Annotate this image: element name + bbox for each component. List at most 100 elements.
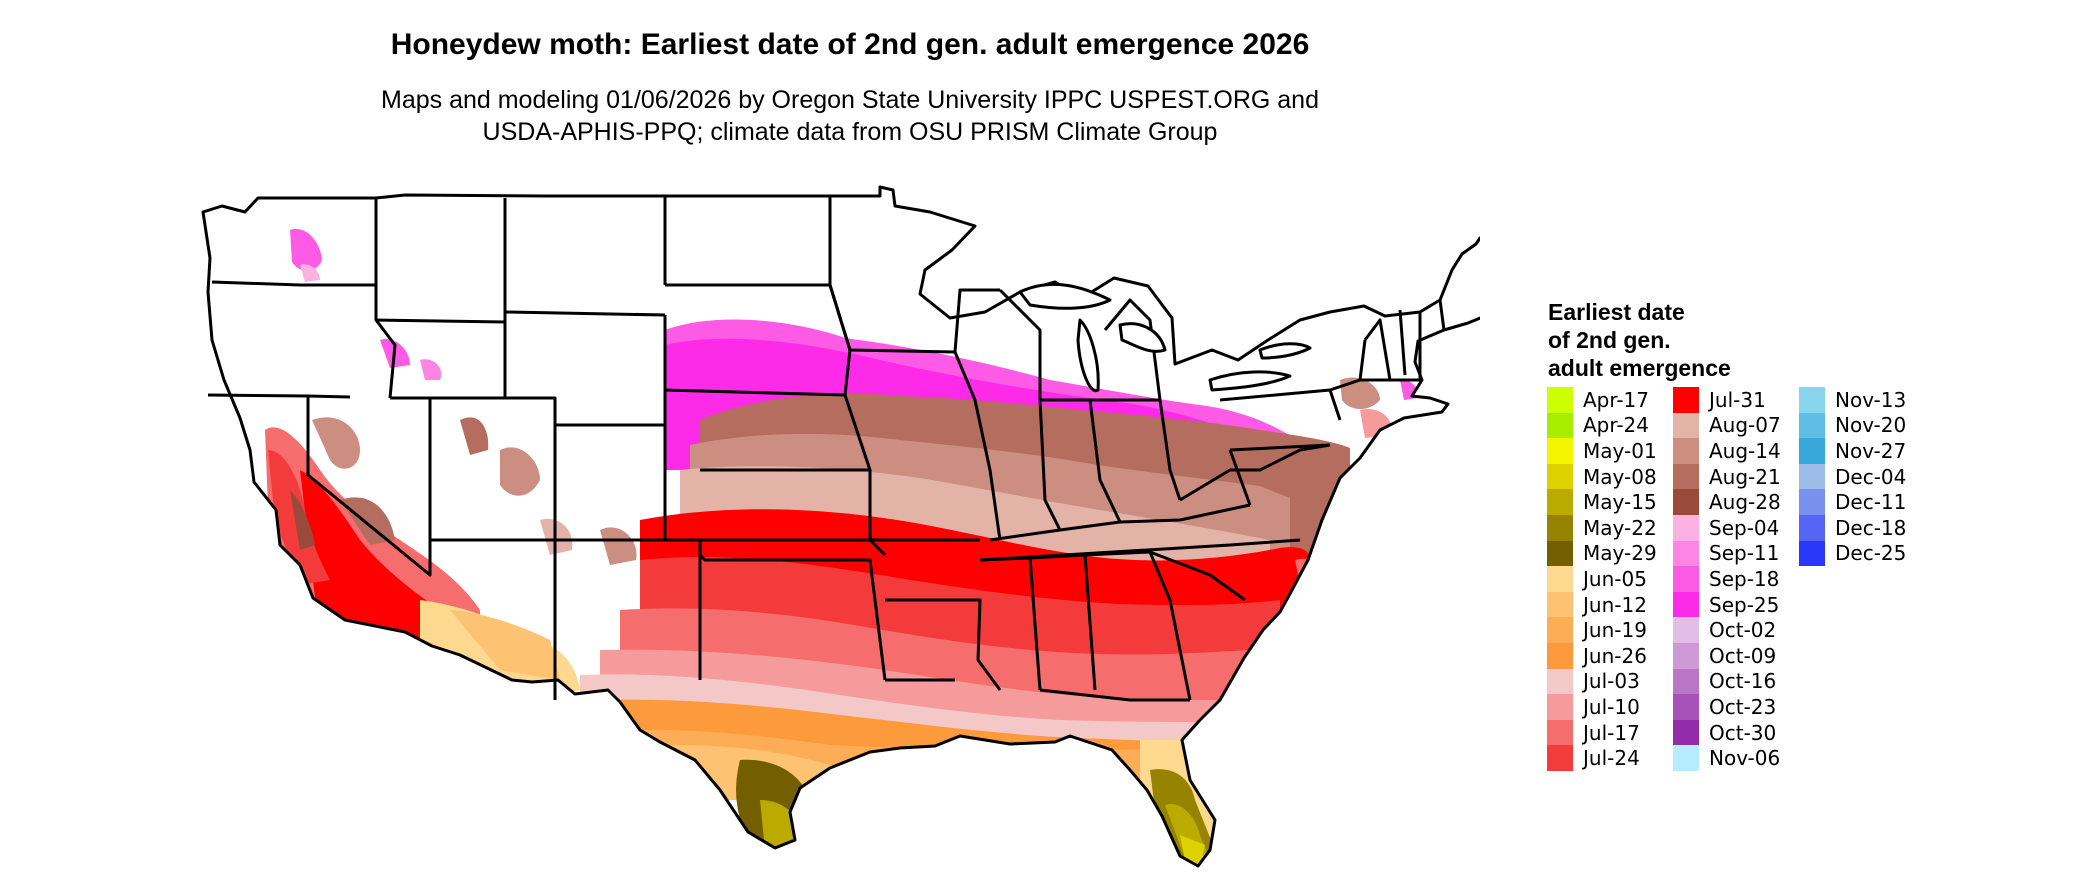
legend-item: Sep-18: [1673, 566, 1781, 592]
legend-swatch: [1673, 387, 1699, 413]
legend-swatch: [1799, 540, 1825, 567]
legend-item: May-08: [1547, 463, 1657, 490]
legend-label: May-15: [1583, 490, 1657, 515]
legend-swatch: [1673, 514, 1699, 541]
legend-swatch: [1799, 514, 1825, 541]
legend-label: Aug-07: [1709, 413, 1781, 438]
legend-label: Aug-28: [1709, 490, 1781, 515]
legend-swatch: [1673, 591, 1699, 618]
legend-swatch: [1799, 463, 1825, 490]
legend-item: Jun-05: [1547, 566, 1657, 592]
legend-item: Nov-13: [1799, 387, 1906, 413]
legend-swatch: [1673, 463, 1699, 490]
legend-item: Oct-30: [1673, 719, 1781, 746]
legend-item: Dec-11: [1799, 489, 1906, 515]
legend-item: Jul-31: [1673, 387, 1781, 413]
legend-swatch: [1673, 719, 1699, 746]
legend-column-1: Apr-17 Apr-24 May-01 May-08 May-15 May-22 May-…: [1547, 387, 1657, 771]
subtitle-line-2: USDA-APHIS-PPQ; climate data from OSU PR…: [482, 118, 1218, 146]
legend-item: May-29: [1547, 540, 1657, 567]
legend-label: Jul-10: [1583, 694, 1640, 719]
legend-swatch: [1673, 617, 1699, 643]
legend-swatch: [1673, 668, 1699, 695]
legend-swatch: [1547, 719, 1573, 746]
legend-label: May-01: [1583, 438, 1657, 463]
legend-item: May-22: [1547, 514, 1657, 541]
legend-label: Jul-31: [1709, 387, 1766, 412]
legend-swatch: [1547, 617, 1573, 643]
legend-label: Sep-18: [1709, 566, 1780, 591]
legend-item: Jun-19: [1547, 617, 1657, 643]
legend-swatch: [1673, 489, 1699, 515]
legend-item: May-01: [1547, 438, 1657, 464]
legend-title-line-3: adult emergence: [1548, 355, 1731, 381]
legend-item: Apr-17: [1547, 387, 1657, 413]
legend-label: Jul-17: [1583, 720, 1640, 745]
map-subtitle: Maps and modeling 01/06/2026 by Oregon S…: [0, 84, 1700, 148]
legend-swatch: [1547, 387, 1573, 413]
legend-item: Nov-20: [1799, 412, 1906, 439]
legend-swatch: [1799, 412, 1825, 439]
legend-item: Aug-07: [1673, 412, 1781, 439]
legend-label: Aug-14: [1709, 438, 1781, 463]
legend-item: Aug-21: [1673, 463, 1781, 490]
map-title: Honeydew moth: Earliest date of 2nd gen.…: [390, 28, 1310, 61]
legend-label: Aug-21: [1709, 464, 1781, 489]
legend-title: Earliest date of 2nd gen. adult emergenc…: [1548, 298, 1731, 382]
legend-item: Jun-26: [1547, 642, 1657, 669]
legend-label: Dec-04: [1835, 464, 1907, 489]
legend-label: May-29: [1583, 541, 1657, 566]
legend-item: Sep-25: [1673, 591, 1781, 618]
legend-label: Oct-09: [1709, 643, 1777, 668]
legend-swatch: [1673, 642, 1699, 669]
legend-label: Sep-11: [1709, 541, 1780, 566]
legend-label: Jun-19: [1583, 618, 1647, 643]
legend-title-line-2: of 2nd gen.: [1548, 327, 1671, 353]
legend-label: May-08: [1583, 464, 1657, 489]
legend-label: Nov-06: [1709, 746, 1781, 771]
legend-swatch: [1673, 566, 1699, 592]
legend-swatch: [1547, 694, 1573, 720]
subtitle-line-1: Maps and modeling 01/06/2026 by Oregon S…: [381, 86, 1319, 114]
legend-item: Dec-25: [1799, 540, 1907, 567]
legend-label: Jul-03: [1583, 669, 1640, 694]
legend-swatch: [1547, 463, 1573, 490]
legend-swatch: [1547, 412, 1573, 439]
legend-item: Nov-27: [1799, 438, 1906, 464]
legend-label: Jun-05: [1583, 566, 1647, 591]
legend-swatch: [1547, 438, 1573, 464]
legend-swatch: [1547, 668, 1573, 695]
legend-label: Oct-02: [1709, 618, 1777, 643]
legend-label: Nov-27: [1835, 438, 1907, 463]
legend-title-line-1: Earliest date: [1548, 299, 1685, 325]
legend-swatch: [1547, 489, 1573, 515]
legend-label: Dec-11: [1835, 490, 1907, 515]
legend-item: Jul-24: [1547, 745, 1657, 771]
legend-item: Nov-06: [1673, 745, 1781, 771]
legend-swatch: [1547, 566, 1573, 592]
legend-item: May-15: [1547, 489, 1657, 515]
legend-label: May-22: [1583, 515, 1657, 540]
legend-item: Dec-18: [1799, 514, 1906, 541]
legend-label: Oct-30: [1709, 720, 1777, 745]
legend-label: Jul-24: [1583, 746, 1640, 771]
legend-label: Sep-25: [1709, 592, 1780, 617]
legend-item: Sep-11: [1673, 540, 1781, 567]
legend-label: Oct-23: [1709, 694, 1777, 719]
legend-item: Aug-14: [1673, 438, 1781, 464]
legend-item: Oct-02: [1673, 617, 1781, 643]
legend-swatch: [1673, 438, 1699, 464]
legend-label: Oct-16: [1709, 669, 1777, 694]
legend-label: Dec-25: [1835, 541, 1907, 566]
legend-label: Apr-17: [1583, 387, 1649, 412]
legend-column-2: Jul-31 Aug-07 Aug-14 Aug-21 Aug-28 Sep-04 Sep-…: [1673, 387, 1781, 771]
legend-swatch: [1673, 745, 1699, 771]
legend-label: Sep-04: [1709, 515, 1780, 540]
legend-item: Aug-28: [1673, 489, 1781, 515]
legend-item: Jun-12: [1547, 591, 1657, 618]
legend-item: Sep-04: [1673, 514, 1781, 541]
legend-swatch: [1799, 387, 1825, 413]
legend-swatch: [1673, 540, 1699, 567]
legend-column-3: Nov-13 Nov-20 Nov-27 Dec-04 Dec-11 Dec-18 Dec-…: [1799, 387, 1907, 567]
legend-swatch: [1547, 642, 1573, 669]
